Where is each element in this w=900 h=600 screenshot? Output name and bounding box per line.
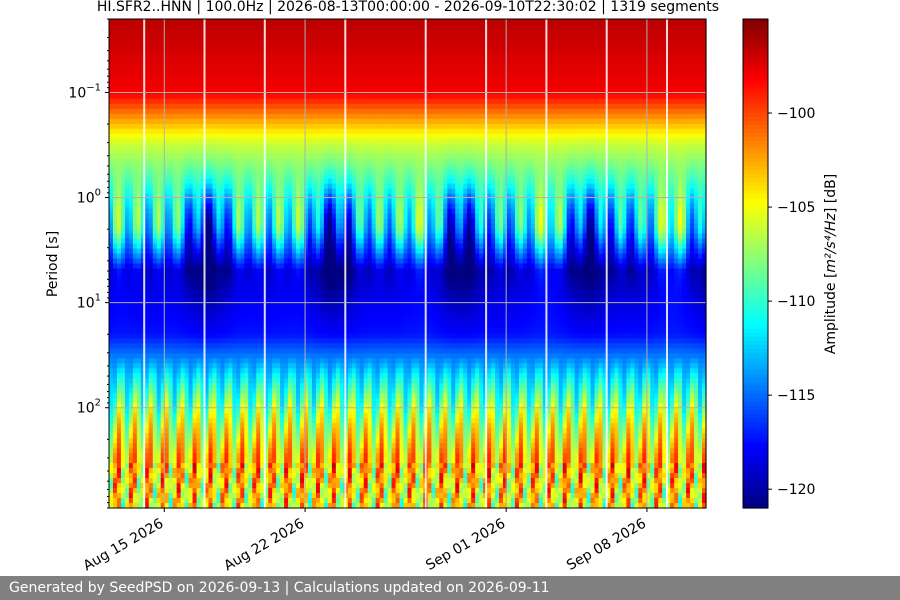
grid-lines [109,19,706,508]
data-gap-line [143,19,146,508]
y-tick-label: 102 [77,398,101,417]
data-gap-line [263,19,266,508]
y-axis-label: Period [s] [45,231,61,297]
chart-title: HI.SFR2..HNN | 100.0Hz | 2026-08-13T00:0… [97,0,719,15]
colorbar-tick-label: −115 [777,388,815,404]
plot-frame [108,18,707,509]
heatmap-area [108,18,707,509]
data-gap-line [344,19,347,508]
data-gap-line [545,19,548,508]
colorbar-tick-label: −120 [777,482,815,498]
footer-bar: Generated by SeedPSD on 2026-09-13 | Cal… [0,576,900,600]
colorbar-label: Amplitude [m²/s⁴/Hz] [dB] [823,174,839,354]
x-axis: Aug 15 2026 Aug 22 2026 Sep 01 2026 Sep 08 … [81,508,649,574]
colorbar-tick-label: −110 [777,294,815,310]
data-gap-line [605,19,608,508]
x-tick-label: Sep 01 2026 [423,516,508,574]
footer-text: Generated by SeedPSD on 2026-09-13 | Cal… [9,580,550,596]
data-gap-line [485,19,488,508]
colorbar-tick-label: −100 [777,106,815,122]
x-tick-label: Sep 08 2026 [564,516,649,574]
data-gap-line [666,19,668,508]
y-axis: 10−1 100 101 102 [68,18,109,509]
colorbar-ticks: −100 −105 −110 −115 −120 [768,106,815,498]
data-gap-line [203,19,206,508]
heatmap-cells [109,19,707,509]
data-gap-lines [143,19,668,508]
data-gap-line [424,19,427,508]
y-tick-label: 101 [77,293,101,312]
colorbar: −100 −105 −110 −115 −120 Amplitude [m²/s⁴/Hz… [742,18,839,509]
colorbar-gradient [743,19,768,509]
colorbar-frame [742,18,769,509]
y-tick-label: 10−1 [68,82,101,101]
colorbar-tick-label: −105 [777,200,815,216]
x-tick-label: Aug 22 2026 [221,516,307,575]
y-tick-label: 100 [77,188,101,207]
x-tick-label: Aug 15 2026 [81,516,167,575]
